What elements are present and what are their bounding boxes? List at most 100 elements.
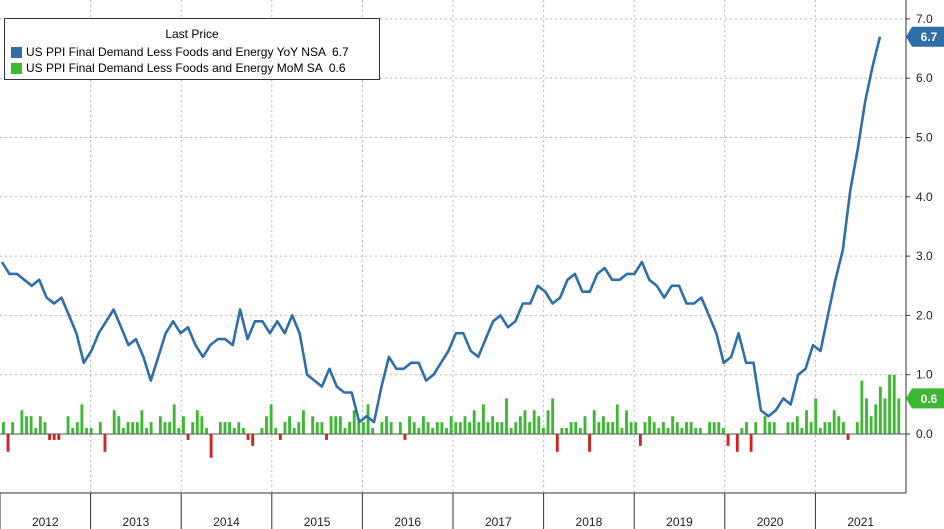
- mom-bar: [20, 410, 24, 434]
- mom-bar: [449, 416, 453, 434]
- mom-bar: [283, 422, 287, 434]
- mom-bar: [662, 422, 665, 434]
- mom-bar: [795, 416, 799, 434]
- mom-bar: [749, 434, 753, 452]
- mom-bar: [435, 422, 439, 434]
- mom-bar: [380, 422, 384, 434]
- mom-bar: [431, 428, 435, 434]
- mom-bar: [445, 428, 448, 434]
- x-year-label: 2021: [847, 515, 874, 529]
- mom-bar: [89, 428, 93, 434]
- mom-bar: [482, 404, 485, 434]
- mom-bar: [772, 422, 776, 434]
- mom-bar: [302, 410, 305, 434]
- mom-bar: [403, 434, 407, 440]
- mom-bar: [357, 422, 361, 434]
- mom-bar: [809, 422, 813, 434]
- mom-bar: [763, 416, 767, 434]
- mom-bar: [666, 428, 670, 434]
- mom-bar: [855, 422, 859, 434]
- mom-bar: [122, 428, 125, 434]
- x-year-label: 2014: [213, 515, 240, 529]
- mom-bar: [362, 422, 365, 434]
- mom-bar: [297, 422, 301, 434]
- mom-bar: [103, 434, 107, 452]
- mom-bar: [426, 422, 430, 434]
- mom-bar: [242, 428, 245, 434]
- mom-bar: [569, 422, 573, 434]
- mom-bar: [172, 404, 176, 434]
- mom-bar: [588, 434, 592, 452]
- y-tick-label: 7.0: [916, 12, 933, 26]
- mom-bar: [325, 434, 328, 440]
- mom-bar: [869, 416, 873, 434]
- mom-bar: [177, 428, 181, 434]
- x-year-label: 2019: [666, 515, 693, 529]
- mom-bar: [505, 398, 508, 434]
- tag-value: 6.7: [921, 30, 938, 44]
- mom-bar: [269, 404, 273, 434]
- mom-bar: [472, 410, 476, 434]
- mom-bar: [98, 422, 102, 434]
- tag-value: 0.6: [921, 392, 938, 406]
- mom-bar: [883, 398, 887, 434]
- mom-bar: [112, 410, 116, 434]
- mom-bar: [500, 422, 504, 434]
- mom-bar: [745, 422, 748, 434]
- mom-bar: [791, 422, 795, 434]
- axes: [0, 0, 907, 494]
- mom-bar: [602, 416, 605, 434]
- mom-bar: [463, 416, 467, 434]
- legend-swatch-blue: [11, 46, 22, 58]
- x-year-label: 2013: [123, 515, 150, 529]
- mom-bar: [648, 416, 652, 434]
- y-tick-label: 1.0: [916, 368, 933, 382]
- mom-bar: [366, 404, 370, 434]
- mom-bar: [315, 422, 319, 434]
- mom-bar: [265, 416, 268, 434]
- mom-bar: [237, 422, 241, 434]
- mom-bar: [440, 422, 444, 434]
- mom-bar: [818, 428, 822, 434]
- mom-bar: [878, 386, 882, 434]
- mom-bar: [514, 422, 518, 434]
- mom-bar: [412, 422, 416, 434]
- mom-bar: [85, 428, 88, 434]
- mom-bar: [338, 416, 342, 434]
- mom-bar: [897, 398, 901, 434]
- mom-bar: [786, 422, 790, 434]
- mom-bar: [634, 422, 638, 434]
- mom-bar: [565, 428, 568, 434]
- mom-bar: [232, 428, 236, 434]
- mom-bar: [837, 416, 841, 434]
- mom-bar: [458, 422, 462, 434]
- x-year-label: 2016: [394, 515, 421, 529]
- mom-bar: [491, 416, 495, 434]
- mom-bar: [842, 422, 845, 434]
- x-year-label: 2018: [576, 515, 603, 529]
- mom-bar: [486, 422, 490, 434]
- mom-bar: [740, 428, 744, 434]
- mom-bar: [518, 416, 522, 434]
- x-year-label: 2015: [304, 515, 331, 529]
- x-year-label: 2020: [757, 515, 784, 529]
- mom-bar: [408, 416, 412, 434]
- mom-bar: [865, 398, 868, 434]
- mom-bar: [25, 416, 28, 434]
- mom-bar: [620, 428, 624, 434]
- mom-bar: [583, 416, 587, 434]
- mom-bar: [343, 428, 347, 434]
- mom-bar: [149, 422, 153, 434]
- mom-bar: [638, 434, 642, 446]
- mom-bar: [145, 428, 148, 434]
- mom-bar: [163, 422, 167, 434]
- mom-bar: [135, 422, 139, 434]
- mom-bar: [643, 422, 647, 434]
- mom-bar: [385, 416, 388, 434]
- mom-bar: [278, 434, 282, 440]
- mom-bar: [874, 404, 878, 434]
- x-year-label: 2012: [32, 515, 59, 529]
- legend: Last Price US PPI Final Demand Less Food…: [4, 18, 380, 80]
- mom-bar: [477, 422, 481, 434]
- grid-lines: [0, 0, 910, 529]
